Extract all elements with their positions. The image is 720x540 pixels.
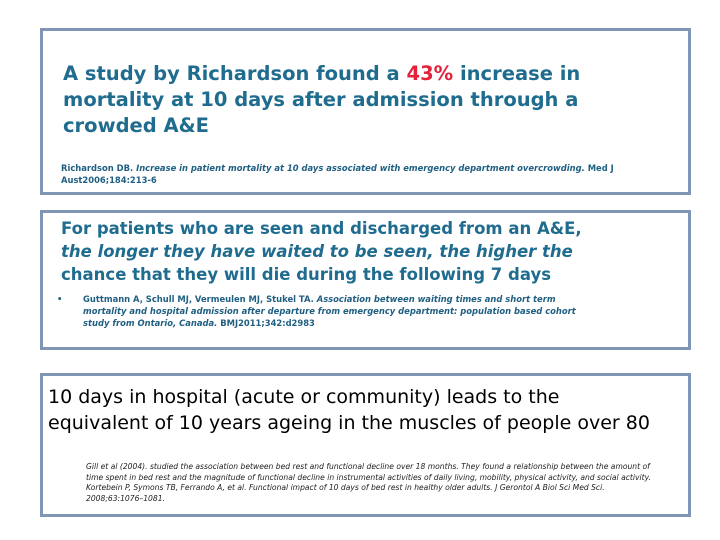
guttmann-citation: • Guttmann A, Schull MJ, Vermeulen MJ, S… xyxy=(57,294,576,328)
headline-line-1: 10 days in hospital (acute or community)… xyxy=(48,386,560,408)
waiting-times-panel: For patients who are seen and discharged… xyxy=(40,210,691,350)
reference-line: Kortebein P, Symons TB, Ferrando A, et a… xyxy=(86,483,605,493)
bed-rest-references: Gill et al (2004). studied the associati… xyxy=(86,462,686,504)
headline-line-2: mortality at 10 days after admission thr… xyxy=(63,88,579,111)
waiting-times-headline: For patients who are seen and discharged… xyxy=(61,217,582,286)
headline-line-2: the longer they have waited to be seen, … xyxy=(61,242,573,261)
reference-line: 2008;63:1076–1081. xyxy=(86,493,165,503)
headline-line-1: A study by Richardson found a 43% increa… xyxy=(63,62,581,85)
headline-line-2: equivalent of 10 years ageing in the mus… xyxy=(48,412,650,434)
richardson-study-panel: A study by Richardson found a 43% increa… xyxy=(40,28,691,195)
headline-line-1: For patients who are seen and discharged… xyxy=(61,219,582,238)
bed-rest-headline: 10 days in hospital (acute or community)… xyxy=(48,384,650,436)
bed-rest-panel: 10 days in hospital (acute or community)… xyxy=(40,373,691,517)
reference-line: time spent in bed rest and the magnitude… xyxy=(86,472,651,482)
mortality-increase-figure: 43% xyxy=(406,62,454,85)
bullet-marker: • xyxy=(57,294,63,304)
headline-line-3: chance that they will die during the fol… xyxy=(61,265,552,284)
reference-line: Gill et al (2004). studied the associati… xyxy=(86,462,650,471)
richardson-citation: Richardson DB. Increase in patient morta… xyxy=(61,163,614,185)
richardson-headline: A study by Richardson found a 43% increa… xyxy=(63,61,580,139)
headline-line-3: crowded A&E xyxy=(63,114,209,137)
